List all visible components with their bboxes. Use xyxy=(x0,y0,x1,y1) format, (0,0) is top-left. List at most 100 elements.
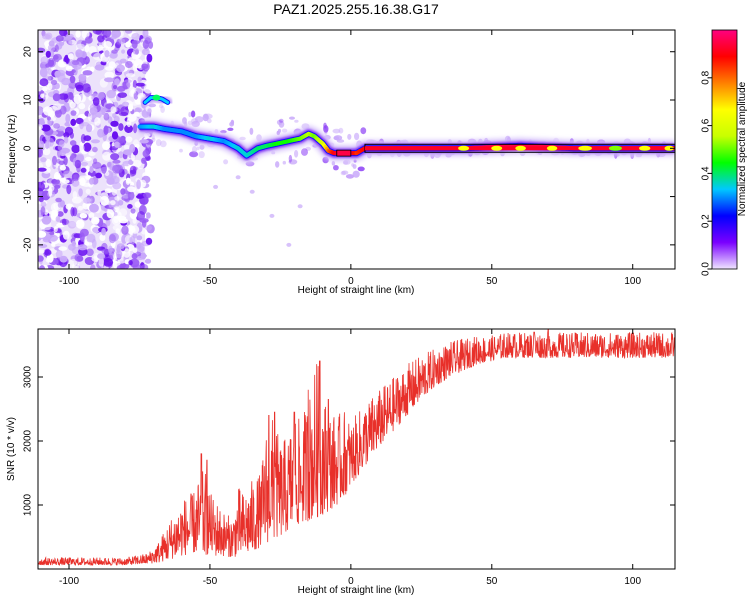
noise-blob xyxy=(92,226,100,234)
noise-blob xyxy=(124,124,133,133)
scatter-blob xyxy=(331,161,336,166)
trace-step xyxy=(336,149,352,157)
noise-blob xyxy=(59,255,68,263)
noise-blob xyxy=(38,181,45,192)
noise-blob xyxy=(137,76,143,83)
noise-blob xyxy=(56,158,61,164)
noise-blob xyxy=(104,71,115,79)
noise-blob xyxy=(130,208,136,214)
scatter-blob xyxy=(345,174,355,179)
noise-blob xyxy=(75,84,84,92)
noise-blob xyxy=(45,140,51,149)
noise-blob xyxy=(93,252,99,261)
noise-blob xyxy=(141,264,149,269)
trace-bead xyxy=(491,145,503,151)
noise-blob xyxy=(70,118,77,126)
noise-blob xyxy=(39,117,45,127)
noise-blob xyxy=(141,157,147,164)
noise-blob xyxy=(92,30,103,35)
noise-blob xyxy=(134,111,140,117)
noise-blob xyxy=(132,47,139,55)
noise-blob xyxy=(78,73,87,82)
noise-blob xyxy=(129,86,137,94)
noise-blob xyxy=(78,102,86,110)
scatter-blob xyxy=(341,170,349,175)
noise-blob xyxy=(45,50,51,58)
noise-blob xyxy=(121,49,126,54)
noise-blob xyxy=(111,131,119,140)
noise-blob xyxy=(132,80,137,89)
noise-blob xyxy=(42,86,48,92)
colorbar-tick-label: 0.0 xyxy=(701,262,712,276)
noise-blob xyxy=(141,48,150,56)
noise-blob xyxy=(85,188,91,194)
noise-blob xyxy=(38,140,45,150)
noise-blob xyxy=(50,79,58,86)
noise-blob xyxy=(128,103,133,112)
colorbar: 0.0 0.2 0.4 0.6 0.8 Normalized spectral ampl… xyxy=(701,29,748,276)
noise-blob xyxy=(125,41,131,48)
dominant-frequency-trace xyxy=(132,92,675,164)
noise-blob xyxy=(40,56,49,65)
scatter-blob xyxy=(275,161,280,168)
noise-blob xyxy=(83,135,92,142)
noise-blob xyxy=(145,71,152,80)
noise-blob xyxy=(50,202,59,212)
noise-blob xyxy=(112,224,122,231)
noise-blob xyxy=(86,124,93,133)
scatter-blob xyxy=(288,154,293,163)
noise-blob xyxy=(75,219,85,229)
noise-blob xyxy=(145,237,153,245)
noise-blob xyxy=(70,206,75,217)
scatter-blob xyxy=(239,136,246,141)
figure-title: PAZ1.2025.255.16.38.G17 xyxy=(273,1,439,17)
x-tick-label: 0 xyxy=(348,576,354,587)
noise-blob xyxy=(64,126,74,136)
noise-blob xyxy=(121,225,129,235)
noise-blob xyxy=(131,40,138,49)
noise-blob xyxy=(108,234,116,244)
noise-blob xyxy=(66,33,74,39)
noise-blob xyxy=(136,241,142,249)
x-tick-label: 100 xyxy=(624,276,641,287)
noise-blob xyxy=(68,39,73,45)
noise-blob xyxy=(47,44,56,52)
noise-blob xyxy=(57,61,67,68)
snr-series-line xyxy=(38,329,675,567)
spectrogram-y-label: Frequency (Hz) xyxy=(7,115,18,184)
noise-blob xyxy=(97,190,102,196)
scatter-blob xyxy=(279,118,284,123)
noise-blob xyxy=(39,67,48,78)
noise-blob xyxy=(40,206,46,216)
colorbar-frame xyxy=(711,29,738,270)
noise-blob xyxy=(66,184,72,195)
scatter-point xyxy=(297,204,303,209)
noise-blob xyxy=(79,144,85,153)
scatter-blob xyxy=(347,133,352,140)
scatter-blob xyxy=(188,111,192,118)
noise-blob xyxy=(104,50,110,58)
noise-blob xyxy=(49,111,55,118)
secondary-peak xyxy=(152,94,161,101)
noise-blob xyxy=(106,89,117,99)
scatter-blob xyxy=(191,118,198,124)
noise-blob xyxy=(131,159,142,168)
noise-blob xyxy=(113,215,120,224)
noise-blob xyxy=(38,197,44,203)
noise-blob xyxy=(63,136,69,144)
noise-blob xyxy=(90,264,96,269)
noise-blob xyxy=(98,257,104,267)
noise-blob xyxy=(139,218,149,223)
noise-blob xyxy=(57,202,63,208)
noise-blob xyxy=(92,238,97,249)
x-tick-label: 100 xyxy=(624,576,641,587)
noise-blob xyxy=(51,209,59,217)
colorbar-tick-label: 0.4 xyxy=(701,166,712,180)
y-tick-label: 1000 xyxy=(23,493,34,516)
noise-blob xyxy=(146,53,153,63)
noise-blob xyxy=(112,159,121,164)
noise-blob xyxy=(58,93,69,100)
scatter-blob xyxy=(187,120,193,126)
noise-blob xyxy=(52,54,59,60)
noise-blob xyxy=(53,123,60,129)
